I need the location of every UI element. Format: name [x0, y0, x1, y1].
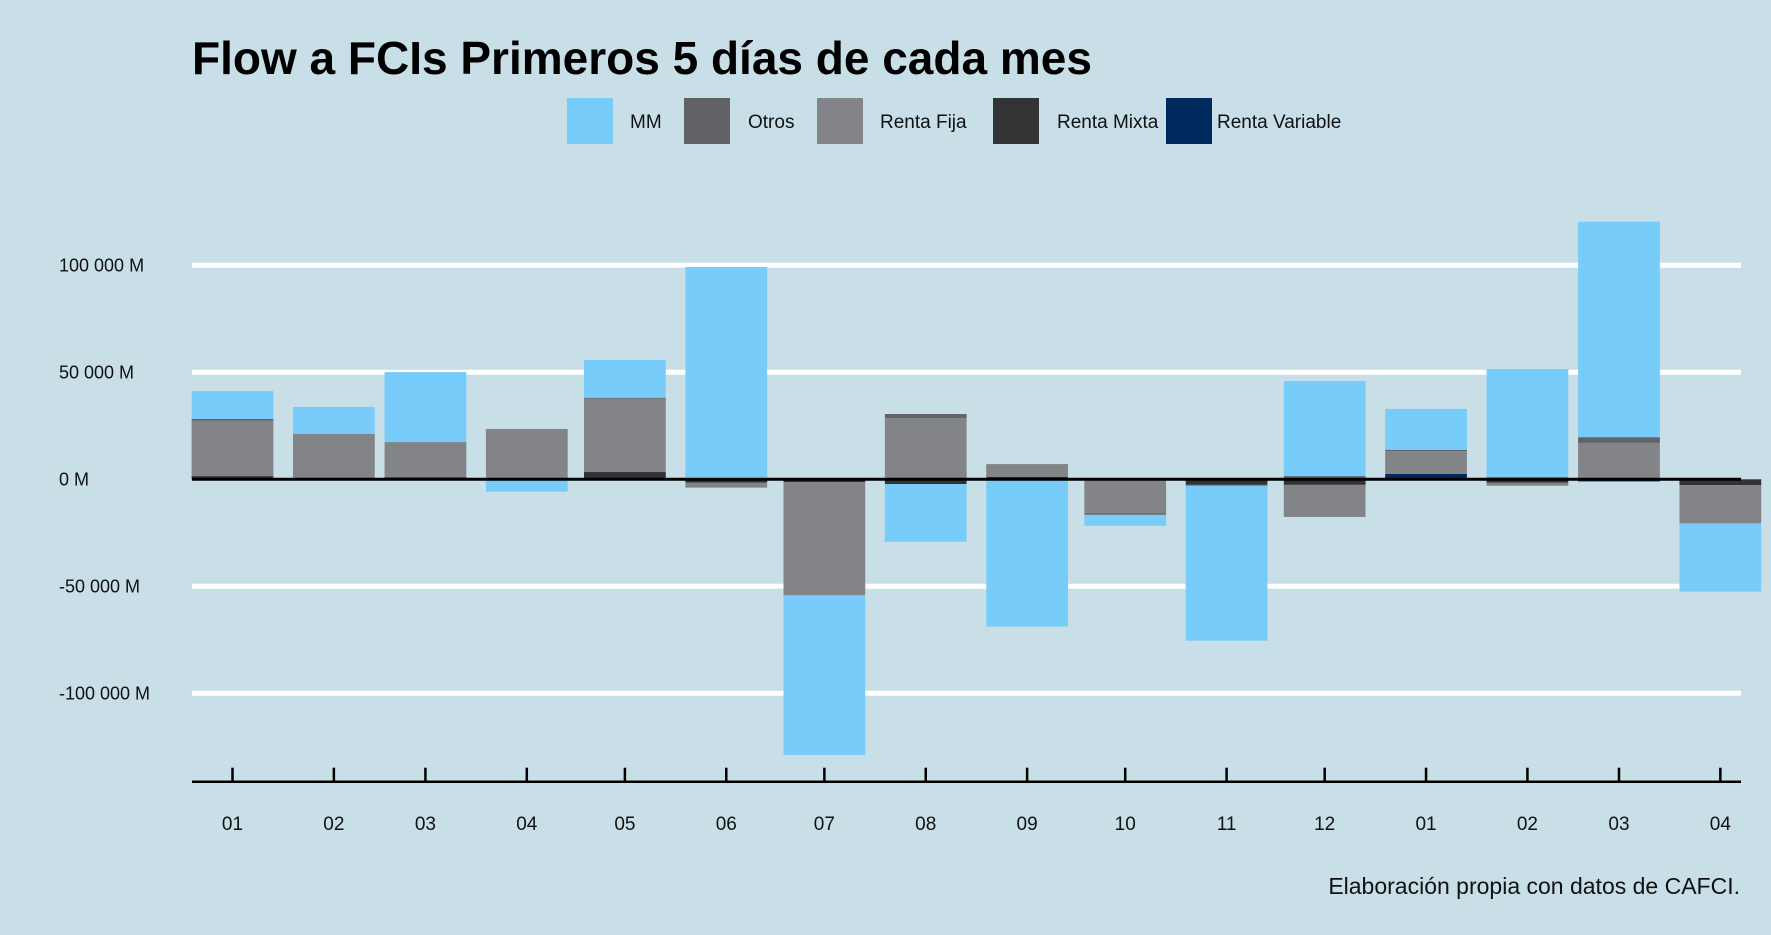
legend-label-renta-mixta: Renta Mixta — [1057, 112, 1159, 133]
bar-mm-15 — [1578, 221, 1660, 438]
bar-mm-16 — [1679, 523, 1762, 592]
x-tick-label: 09 — [1017, 814, 1038, 835]
chart-title: Flow a FCIs Primeros 5 días de cada mes — [192, 32, 1092, 84]
x-tick-label: 07 — [814, 814, 835, 835]
y-tick-label: -100 000 M — [59, 683, 150, 703]
bar-renta-fija-9 — [986, 464, 1068, 477]
legend-swatch-renta-fija — [817, 98, 863, 144]
bar-renta-mixta-12 — [1283, 479, 1366, 485]
bar-mm-11 — [1185, 485, 1268, 641]
bar-renta-mixta-1 — [191, 476, 274, 480]
bar-mm-14 — [1486, 369, 1569, 478]
bar-mm-3 — [384, 372, 467, 443]
x-tick-label: 03 — [1608, 814, 1629, 835]
bar-mm-4 — [485, 479, 568, 492]
x-tick-label: 08 — [915, 814, 936, 835]
bar-renta-variable-13 — [1385, 473, 1467, 480]
bar-mm-10 — [1084, 514, 1167, 526]
bar-otros-15 — [1578, 437, 1660, 443]
bar-mm-9 — [986, 479, 1068, 627]
y-tick-label: -50 000 M — [59, 576, 140, 596]
x-tick-label: 02 — [323, 814, 344, 835]
bar-mm-2 — [292, 406, 375, 434]
x-tick-label: 11 — [1217, 814, 1237, 835]
bar-renta-fija-6 — [685, 482, 768, 488]
bar-renta-fija-13 — [1385, 451, 1467, 474]
legend-swatch-otros — [684, 98, 730, 144]
y-tick-label: 100 000 M — [59, 255, 144, 275]
x-axis: 01 02 03 04 05 06 07 08 09 10 11 12 01 02 03 04 — [192, 767, 1741, 835]
bar-renta-mixta-5 — [584, 472, 666, 480]
bar-renta-mixta-16 — [1679, 479, 1762, 486]
legend-swatch-renta-mixta — [993, 98, 1039, 144]
bar-renta-fija-12 — [1283, 484, 1366, 517]
y-tick-label: 50 000 M — [59, 362, 134, 382]
bar-mm-7 — [783, 595, 866, 755]
bar-mm-1 — [191, 391, 274, 419]
y-axis-labels: -100 000 M -50 000 M 0 M 50 000 M 100 000 M — [59, 255, 150, 703]
x-tick-label: 02 — [1517, 814, 1538, 835]
bar-renta-mixta-11 — [1185, 479, 1268, 485]
x-tick-label: 01 — [222, 814, 243, 835]
x-tick-label: 03 — [415, 814, 436, 835]
bar-renta-mixta-14 — [1486, 479, 1569, 483]
bar-renta-mixta-6 — [685, 479, 768, 483]
y-tick-label: 0 M — [59, 469, 89, 489]
legend-label-renta-variable: Renta Variable — [1217, 112, 1341, 133]
bar-otros-10 — [1084, 513, 1167, 515]
bar-renta-fija-16 — [1679, 485, 1762, 524]
bar-renta-fija-10 — [1084, 479, 1167, 514]
bar-otros-5 — [584, 397, 666, 399]
bar-renta-fija-5 — [584, 398, 666, 473]
legend-swatch-renta-variable — [1166, 98, 1212, 144]
bar-mm-13 — [1385, 408, 1467, 450]
bar-renta-fija-4 — [485, 429, 568, 480]
bar-otros-8 — [884, 414, 967, 419]
bar-renta-fija-15 — [1578, 442, 1660, 480]
x-tick-label: 10 — [1115, 814, 1136, 835]
legend: MM Otros Renta Fija Renta Mixta Renta Variab… — [567, 98, 1341, 144]
bars — [191, 221, 1762, 755]
legend-swatch-mm — [567, 98, 613, 144]
bar-otros-12 — [1283, 476, 1366, 480]
legend-label-mm: MM — [630, 112, 662, 133]
x-tick-label: 04 — [516, 814, 538, 835]
bar-renta-fija-8 — [884, 418, 967, 480]
bar-renta-fija-1 — [191, 420, 274, 477]
bar-otros-11 — [1185, 484, 1268, 486]
bar-mm-5 — [584, 359, 666, 398]
legend-label-otros: Otros — [748, 112, 794, 133]
x-tick-label: 06 — [716, 814, 737, 835]
caption: Elaboración propia con datos de CAFCI. — [1328, 873, 1740, 899]
x-tick-label: 01 — [1415, 814, 1436, 835]
bar-otros-1 — [191, 418, 274, 421]
bar-mm-8 — [884, 484, 967, 542]
bar-mm-6 — [685, 267, 768, 479]
bar-renta-fija-7 — [783, 482, 866, 596]
x-tick-label: 05 — [614, 814, 635, 835]
bar-renta-fija-3 — [384, 442, 467, 478]
bar-mm-12 — [1283, 381, 1366, 477]
bar-otros-13 — [1385, 449, 1467, 452]
x-tick-label: 04 — [1710, 814, 1732, 835]
x-tick-label: 12 — [1314, 814, 1335, 835]
bar-renta-fija-14 — [1486, 482, 1569, 486]
legend-label-renta-fija: Renta Fija — [880, 112, 967, 133]
bar-renta-fija-2 — [292, 433, 375, 480]
bar-renta-mixta-8 — [884, 479, 967, 485]
